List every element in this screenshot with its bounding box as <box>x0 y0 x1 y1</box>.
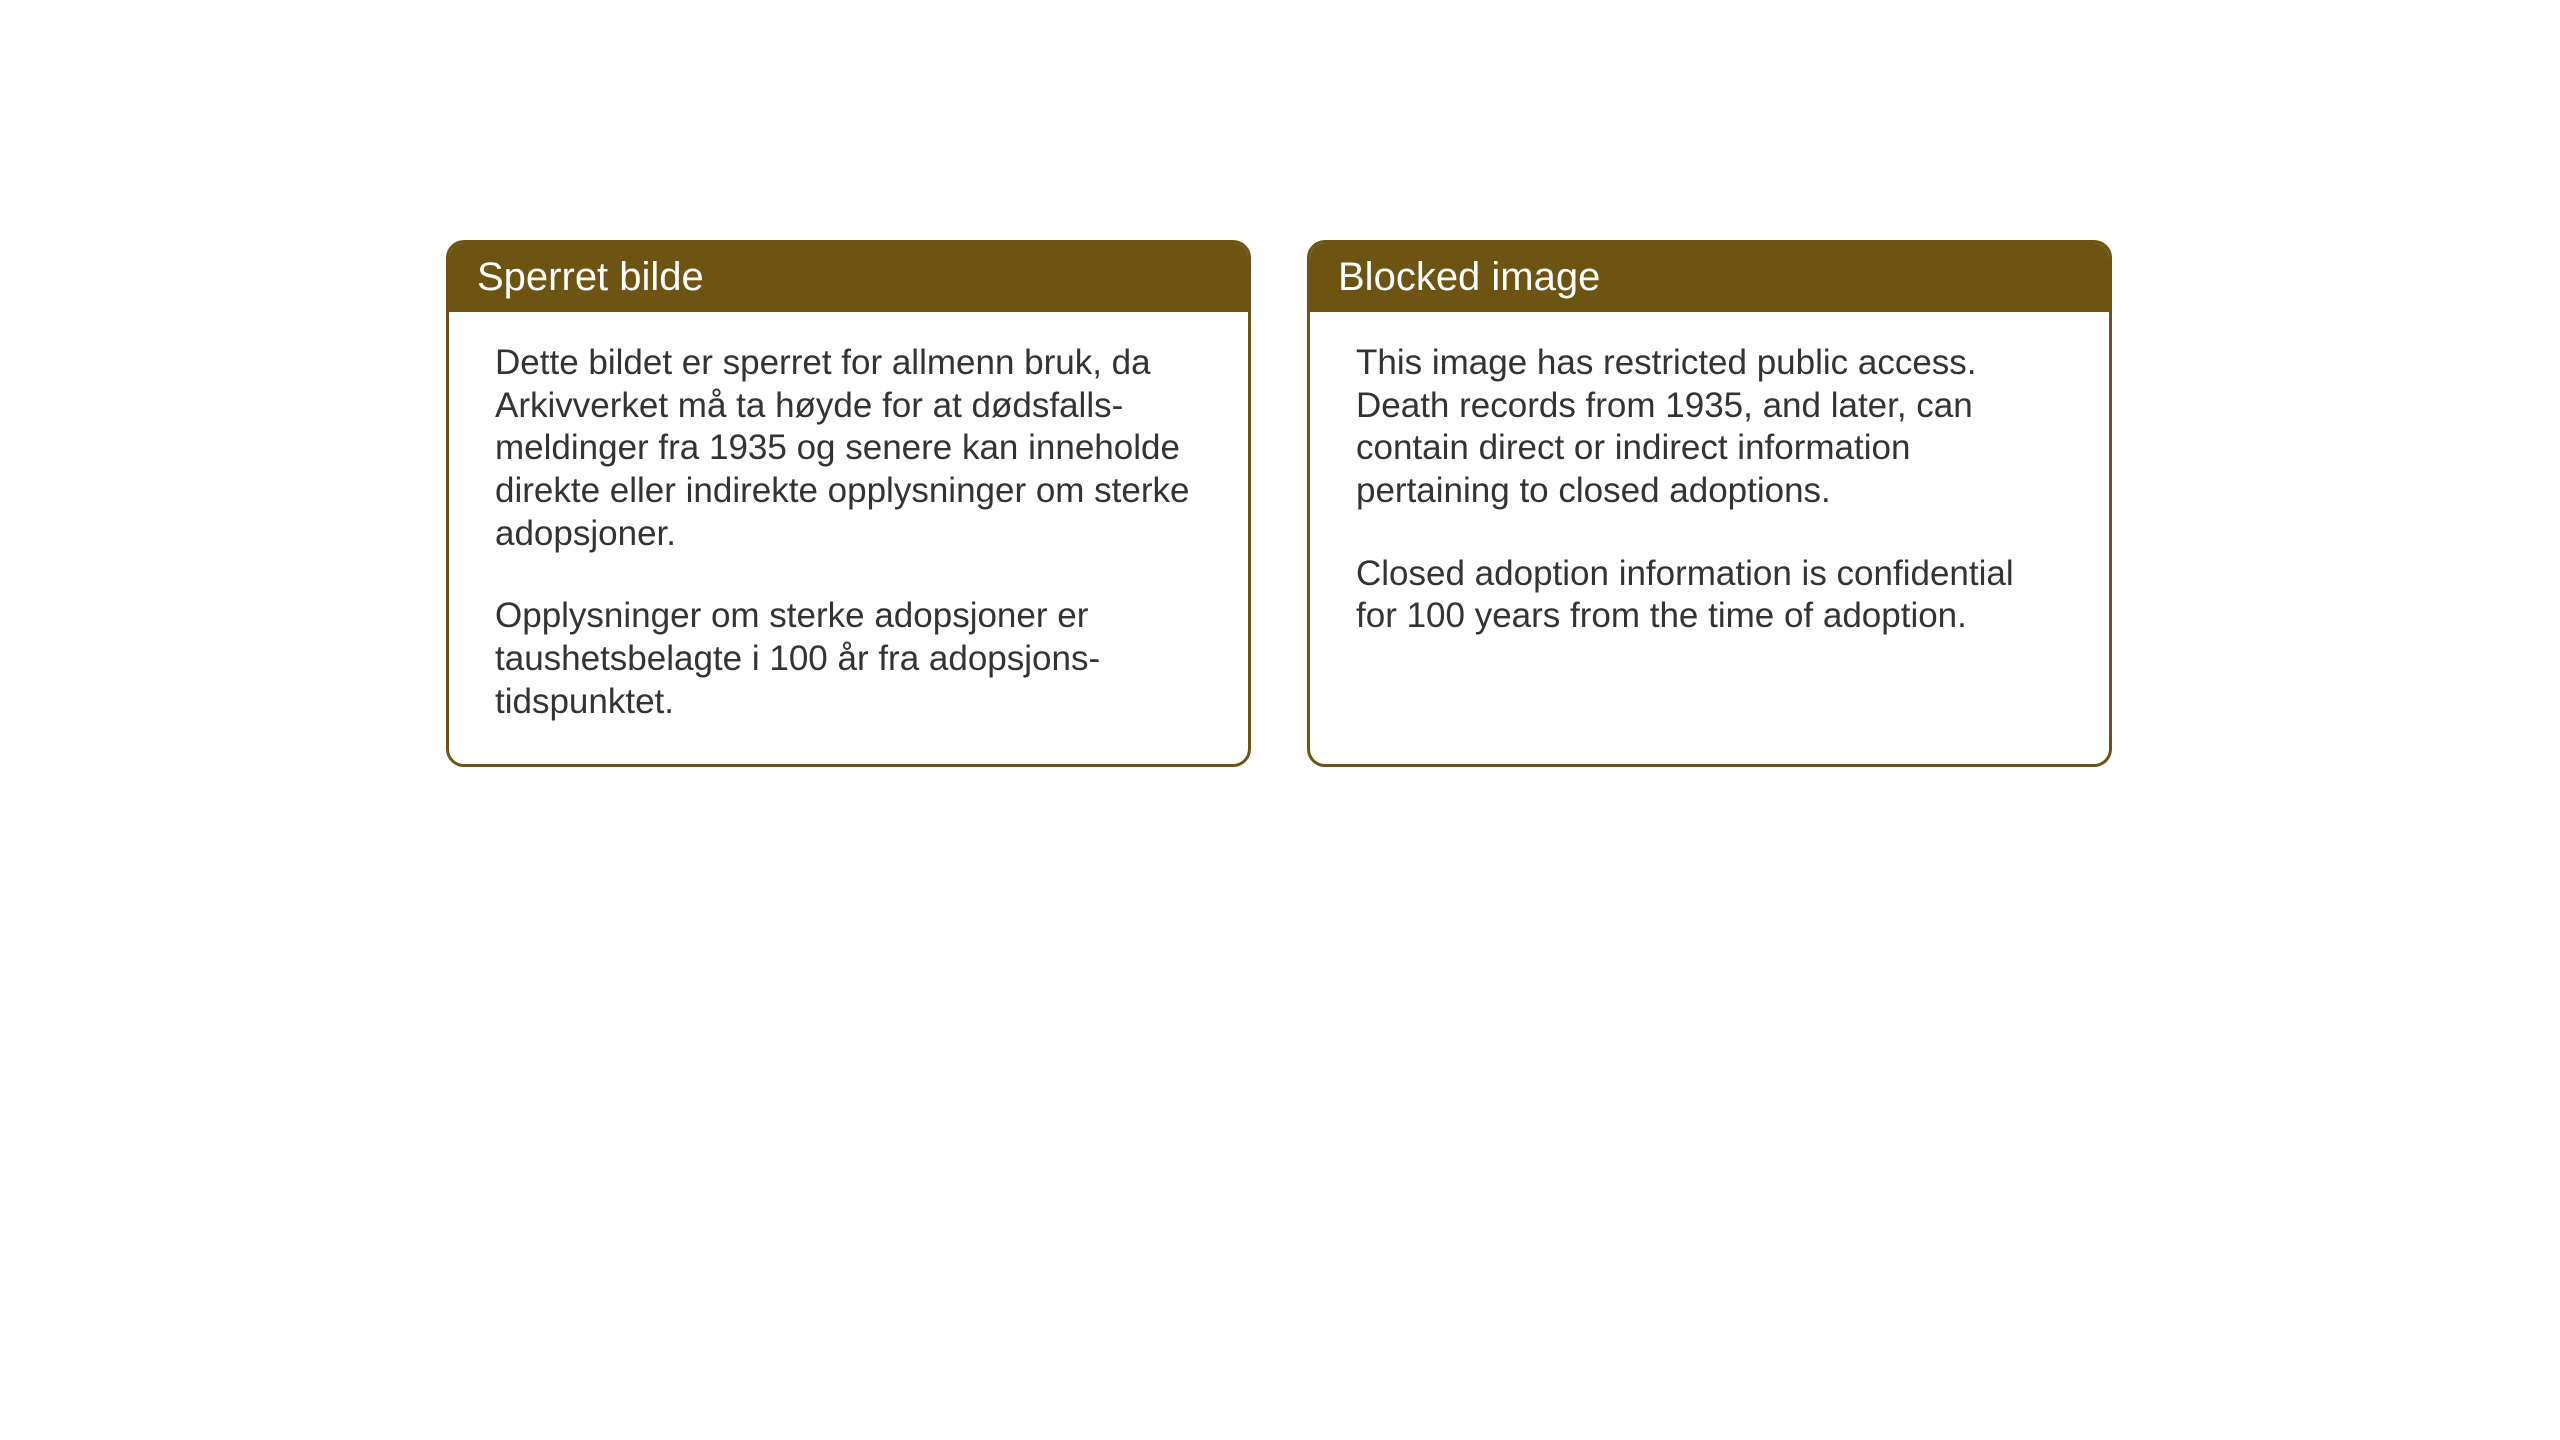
card-body-norwegian: Dette bildet er sperret for allmenn bruk… <box>449 312 1248 764</box>
card-header-norwegian: Sperret bilde <box>449 243 1248 312</box>
card-header-english: Blocked image <box>1310 243 2109 312</box>
paragraph-english-2: Closed adoption information is confident… <box>1356 553 2063 638</box>
notice-card-english: Blocked image This image has restricted … <box>1307 240 2112 767</box>
paragraph-norwegian-2: Opplysninger om sterke adopsjoner er tau… <box>495 595 1202 723</box>
notice-card-norwegian: Sperret bilde Dette bildet er sperret fo… <box>446 240 1251 767</box>
paragraph-english-1: This image has restricted public access.… <box>1356 342 2063 513</box>
paragraph-norwegian-1: Dette bildet er sperret for allmenn bruk… <box>495 342 1202 555</box>
notice-container: Sperret bilde Dette bildet er sperret fo… <box>446 240 2112 767</box>
card-title-norwegian: Sperret bilde <box>477 255 704 299</box>
card-body-english: This image has restricted public access.… <box>1310 312 2109 678</box>
card-title-english: Blocked image <box>1338 255 1600 299</box>
